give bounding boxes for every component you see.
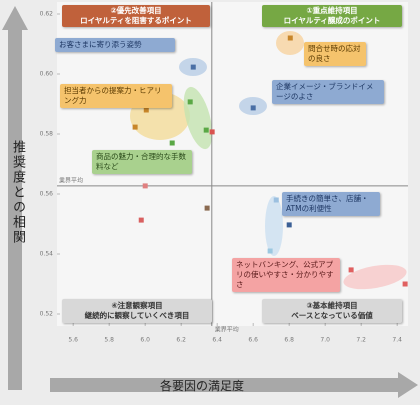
callout: ネットバンキング、公式アプリの使いやすさ・分かりやすさ	[232, 258, 340, 292]
point	[138, 217, 144, 223]
callout: お客さまに寄り添う姿勢	[55, 38, 175, 52]
x-tick-label: 7.4	[392, 337, 402, 344]
x-arrow	[50, 372, 418, 398]
point	[402, 281, 408, 287]
y-tick-label: 0.58	[40, 131, 54, 138]
callout: 問合せ時の応対の良さ	[304, 42, 366, 66]
point	[169, 140, 175, 146]
point	[143, 107, 149, 113]
quadrant-subtitle: ベースとなっている価値	[291, 311, 373, 320]
x-tick-label: 5.6	[68, 337, 78, 344]
y-tick-label: 0.52	[40, 311, 54, 318]
quadrant-label: ③基本維持項目 ベースとなっている価値	[262, 299, 402, 323]
point	[209, 129, 215, 135]
point	[187, 99, 193, 105]
callout: 企業イメージ・ブランドイメージのよさ	[272, 80, 384, 104]
x-tick-label: 7.0	[320, 337, 330, 344]
y-tick-label: 0.56	[40, 191, 54, 198]
point	[132, 124, 138, 130]
x-tick-label: 7.2	[356, 337, 366, 344]
point	[204, 205, 210, 211]
x-tick-label: 6.4	[212, 337, 222, 344]
callout: 担当者からの提案力・ヒアリング力	[60, 84, 172, 108]
point	[287, 35, 293, 41]
point	[190, 64, 196, 70]
quadrant-subtitle: 継続的に観察していくべき項目	[84, 311, 190, 320]
quadrant-title: ①重点維持項目	[306, 6, 358, 15]
y-axis-title: 推奨度との相関	[10, 140, 25, 245]
quadrant-label: ①重点維持項目 ロイヤルティ醸成のポイント	[262, 5, 402, 27]
quadrant-title: ②優先改善項目	[110, 6, 162, 15]
x-tick-label: 6.8	[284, 337, 294, 344]
reference-label: 業界平均	[59, 176, 83, 184]
quadrant-label: ②優先改善項目 ロイヤルティを阻害するポイント	[62, 5, 210, 27]
point	[142, 183, 148, 189]
highlight	[343, 264, 407, 290]
x-tick-label: 5.8	[104, 337, 114, 344]
point	[203, 127, 209, 133]
point	[250, 105, 256, 111]
y-tick-label: 0.54	[40, 251, 54, 258]
quadrant-subtitle: ロイヤルティ醸成のポイント	[283, 16, 381, 25]
point	[273, 197, 279, 203]
highlight	[265, 196, 283, 256]
quadrant-label: ④注意観察項目 継続的に観察していくべき項目	[62, 299, 212, 323]
y-tick-label: 0.60	[40, 71, 54, 78]
quadrant-title: ③基本維持項目	[306, 301, 358, 310]
y-tick-label: 0.62	[40, 11, 54, 18]
point	[348, 267, 354, 273]
point	[267, 248, 273, 254]
callout: 手続きの簡単さ、店舗・ATMの利便性	[282, 192, 380, 216]
x-tick-label: 6.0	[140, 337, 150, 344]
quadrant-subtitle: ロイヤルティを阻害するポイント	[80, 16, 192, 25]
quadrant-title: ④注意観察項目	[111, 301, 163, 310]
x-tick-label: 6.6	[248, 337, 258, 344]
x-axis-title: 各要因の満足度	[160, 379, 245, 393]
highlight	[276, 31, 304, 55]
point	[286, 222, 292, 228]
callout: 商品の魅力・合理的な手数料など	[92, 150, 192, 174]
y-arrow	[2, 6, 28, 390]
reference-label: 業界平均	[215, 326, 239, 334]
x-tick-label: 6.2	[176, 337, 186, 344]
